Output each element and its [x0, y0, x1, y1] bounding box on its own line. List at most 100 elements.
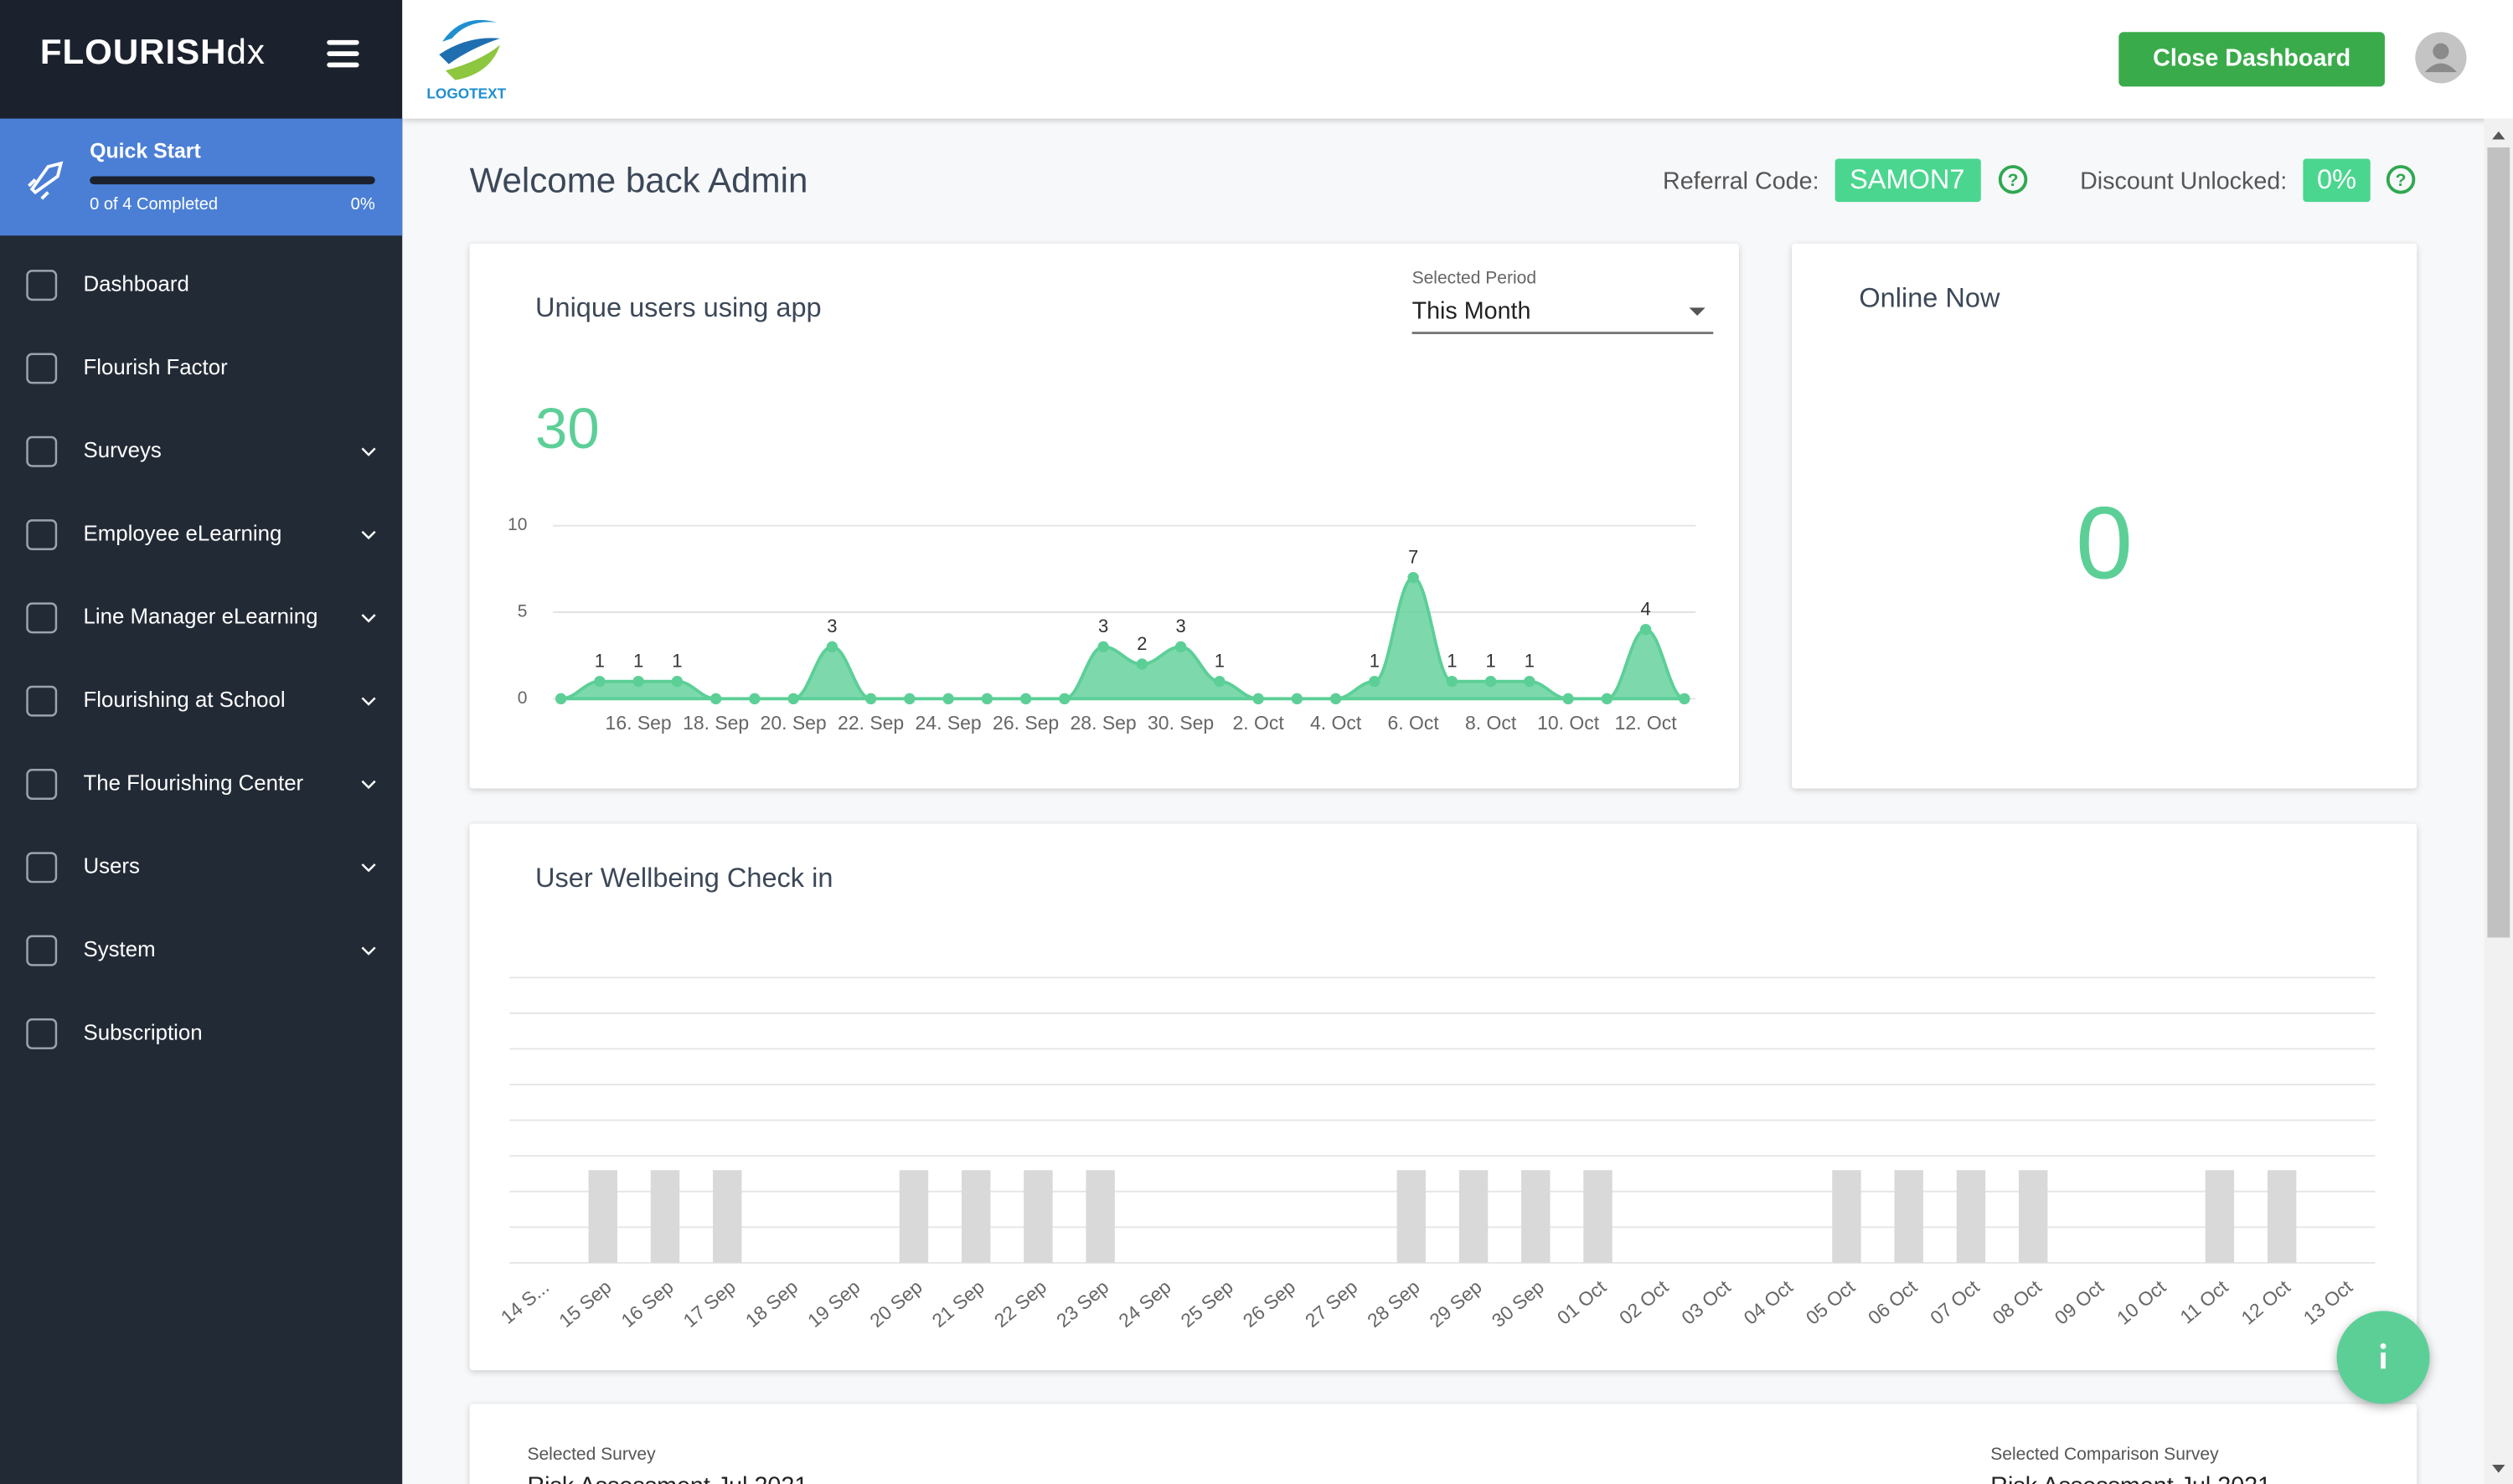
- bar: [1894, 1170, 1923, 1263]
- quick-start-percent: 0%: [351, 195, 375, 214]
- menu-chevron: [361, 697, 376, 706]
- x-tick-label: 24. Sep: [916, 712, 982, 734]
- brand: FLOURISHdx: [40, 32, 266, 71]
- bar: [961, 1170, 991, 1263]
- menu-icon: [26, 602, 58, 634]
- bar: [899, 1170, 929, 1263]
- x-tick-label: 30. Sep: [1148, 712, 1214, 734]
- scrollbar[interactable]: [2484, 118, 2513, 1484]
- brand-main: FLOURISH: [40, 32, 227, 71]
- point: [1174, 641, 1187, 653]
- select-arrow: [1689, 307, 1705, 316]
- period-select[interactable]: This Month: [1411, 298, 1714, 334]
- menu-item[interactable]: Dashboard: [26, 270, 189, 301]
- sidebar: FLOURISHdx Quick Start 0 of 4 Completed …: [0, 0, 403, 1484]
- menu-label: Flourishing at School: [83, 688, 285, 712]
- scroll-thumb: [2487, 147, 2510, 938]
- point: [749, 693, 761, 705]
- menu-item[interactable]: Subscription: [26, 1018, 203, 1049]
- comparison-survey: Risk Assessment Jul 2021: [1990, 1472, 2271, 1484]
- wellbeing-card: [469, 823, 2418, 1371]
- online-card: [1792, 243, 2418, 789]
- point: [826, 641, 839, 653]
- info-stem: [2381, 1353, 2386, 1369]
- bar: [713, 1170, 742, 1263]
- menu-icon: [26, 270, 58, 301]
- menu-icon: [26, 1018, 58, 1049]
- point: [671, 675, 684, 688]
- menu-icon: [26, 519, 58, 551]
- users-card: [469, 243, 1739, 789]
- close-dashboard-button[interactable]: Close Dashboard: [2118, 32, 2385, 87]
- point: [1214, 675, 1226, 688]
- help-icon[interactable]: ?: [2386, 165, 2416, 194]
- header: LOGOTEXT Close Dashboard: [402, 0, 2513, 119]
- point: [1097, 641, 1109, 653]
- menu-item[interactable]: Flourishing at School: [26, 685, 376, 717]
- menu-label: Surveys: [83, 439, 161, 462]
- logo-text: LOGOTEXT: [426, 85, 506, 101]
- x-tick-label: 22. Sep: [838, 712, 904, 734]
- bar: [1024, 1170, 1053, 1263]
- point: [981, 693, 993, 705]
- point: [1407, 571, 1419, 584]
- menu-item[interactable]: Flourish Factor: [26, 353, 229, 384]
- point: [1019, 693, 1032, 705]
- help-icon[interactable]: ?: [1998, 165, 2028, 194]
- avatar-body: [2424, 63, 2458, 73]
- point: [555, 693, 567, 705]
- menu: Dashboard Flourish Factor Surveys Employee …: [26, 270, 376, 1049]
- y-tick-label: 10: [508, 515, 527, 534]
- avatar[interactable]: [2415, 32, 2467, 84]
- menu-item[interactable]: System: [26, 935, 376, 966]
- survey-card: [469, 1404, 2418, 1484]
- menu-chevron: [361, 447, 376, 456]
- bar: [1458, 1170, 1489, 1263]
- menu-label: Dashboard: [83, 272, 188, 296]
- button-bg: [2118, 32, 2385, 87]
- menu-toggle[interactable]: [327, 39, 359, 68]
- data-label: 1: [672, 651, 682, 672]
- data-label: 1: [1215, 651, 1225, 672]
- point: [1252, 693, 1264, 705]
- quick-start[interactable]: Quick Start 0 of 4 Completed 0%: [0, 118, 403, 236]
- point: [1059, 693, 1071, 705]
- point: [1601, 693, 1613, 705]
- x-tick-label: 2. Oct: [1232, 712, 1284, 734]
- data-label: 1: [633, 651, 643, 672]
- quick-start-title: Quick Start: [90, 139, 201, 162]
- menu-icon: [26, 935, 58, 966]
- point: [1369, 675, 1380, 688]
- menu-item[interactable]: Surveys: [26, 435, 376, 467]
- point: [1329, 693, 1342, 705]
- discount-value: 0%: [2317, 164, 2356, 194]
- bar: [2267, 1170, 2297, 1263]
- x-tick-label: 16. Sep: [606, 712, 672, 734]
- bar: [1521, 1170, 1551, 1263]
- menu-icon: [26, 685, 58, 717]
- discount-badge: [2303, 158, 2371, 203]
- bar: [1956, 1170, 1986, 1263]
- menu-chevron: [361, 946, 376, 956]
- x-tick-label: 20. Sep: [761, 712, 827, 734]
- point: [1524, 675, 1535, 688]
- menu-item[interactable]: Employee eLearning: [26, 519, 376, 551]
- bar: [1086, 1170, 1115, 1263]
- data-label: 4: [1640, 599, 1650, 620]
- menu-item[interactable]: The Flourishing Center: [26, 769, 376, 800]
- users-chart-title: Unique users using app: [535, 292, 822, 322]
- wellbeing-title: User Wellbeing Check in: [535, 863, 833, 893]
- info-button[interactable]: [2336, 1311, 2430, 1404]
- bar: [1396, 1170, 1427, 1263]
- online-value: 0: [2076, 486, 2133, 600]
- menu-icon: [26, 353, 58, 384]
- menu-icon: [26, 769, 58, 800]
- bar: [650, 1170, 680, 1263]
- menu-chevron: [361, 614, 376, 623]
- users-total: 30: [535, 396, 600, 461]
- welcome-title: Welcome back Admin: [470, 160, 808, 199]
- menu-item[interactable]: Line Manager eLearning: [26, 602, 376, 634]
- data-label: 1: [1447, 651, 1457, 672]
- menu-item[interactable]: Users: [26, 852, 376, 884]
